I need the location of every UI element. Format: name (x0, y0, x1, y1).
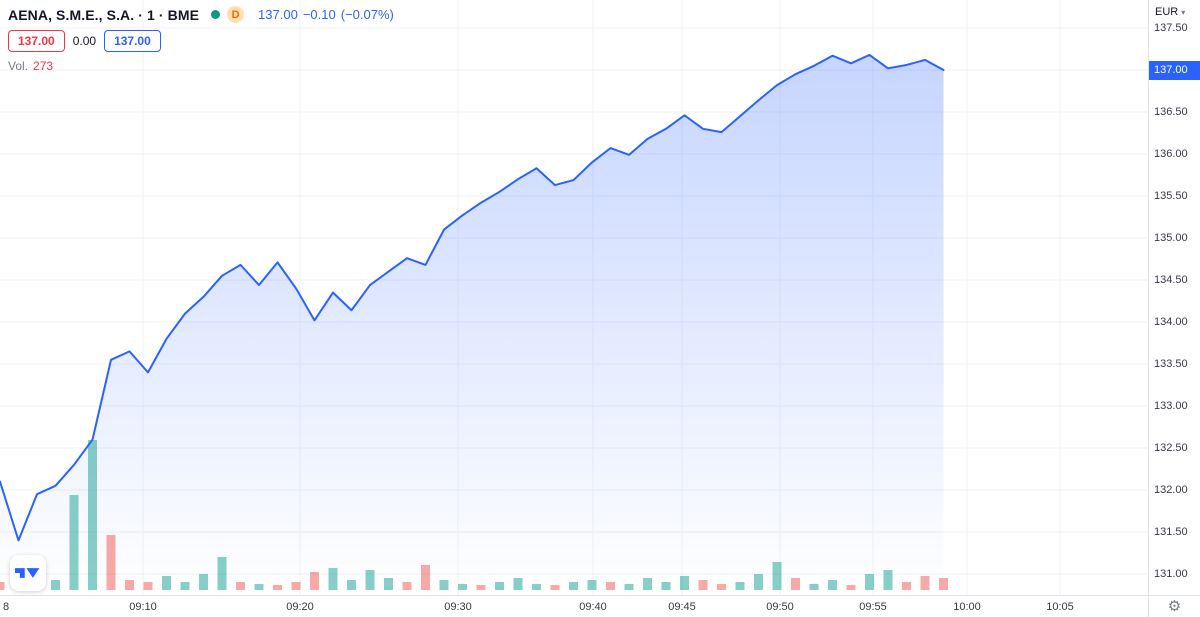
price-axis-label: 136.50 (1154, 106, 1188, 118)
price-axis-label: 131.00 (1154, 568, 1188, 580)
time-axis-label: 09:10 (129, 601, 157, 613)
current-price-badge: 137.00 (1149, 60, 1200, 80)
volume-label: Vol. (8, 59, 29, 73)
currency-label: EUR (1155, 6, 1179, 18)
settings-gear-icon[interactable]: ⚙ (1167, 598, 1182, 615)
price-change-percent: (−0.07%) (340, 7, 394, 22)
time-axis-label: 10:05 (1046, 601, 1074, 613)
buy-sell-row: 137.00 0.00 137.00 (8, 30, 394, 52)
price-axis-label: 135.00 (1154, 232, 1188, 244)
price-axis-label: 132.00 (1154, 484, 1188, 496)
sell-button[interactable]: 137.00 (8, 30, 65, 52)
price-axis-label: 132.50 (1154, 442, 1188, 454)
currency-selector-button[interactable]: EUR ▾ (1155, 6, 1185, 18)
time-axis-label: 09:20 (286, 601, 314, 613)
volume-value: 273 (33, 59, 54, 73)
price-chart[interactable] (0, 0, 1148, 595)
time-axis-label: 09:45 (668, 601, 696, 613)
axis-corner: ⚙ (1148, 595, 1200, 617)
time-axis-label: 09:40 (579, 601, 607, 613)
price-axis-label: 133.00 (1154, 400, 1188, 412)
time-axis-label: 09:50 (766, 601, 794, 613)
time-axis-label: 8 (2, 601, 10, 613)
price-axis[interactable]: EUR ▾ 137.50 137.00 136.50 136.00 135.50 135.… (1148, 0, 1200, 595)
time-axis-label: 09:55 (859, 601, 887, 613)
price-axis-label: 137.50 (1154, 22, 1188, 34)
spread-value: 0.00 (72, 34, 97, 48)
price-axis-label: 136.00 (1154, 148, 1188, 160)
time-axis[interactable]: 8 09:10 09:20 09:30 09:40 09:45 09:50 09:55 10:0… (0, 595, 1148, 617)
volume-row: Vol. 273 (8, 59, 394, 73)
price-axis-label: 131.50 (1154, 526, 1188, 538)
time-axis-label: 09:30 (444, 601, 472, 613)
last-price-value: 137.00 (258, 7, 298, 22)
price-axis-label: 134.00 (1154, 316, 1188, 328)
legend-symbol-row: AENA, S.M.E., S.A. · 1 · BME D 137.00 −0… (8, 6, 394, 23)
price-axis-label: 133.50 (1154, 358, 1188, 370)
price-change-readout: 137.00 −0.10 (−0.07%) (258, 7, 394, 22)
chevron-down-icon: ▾ (1181, 7, 1186, 17)
price-change-value: −0.10 (302, 7, 336, 22)
market-open-status-icon (211, 10, 221, 19)
chart-plot-area[interactable]: AENA, S.M.E., S.A. · 1 · BME D 137.00 −0… (0, 0, 1148, 595)
price-axis-label: 135.50 (1154, 190, 1188, 202)
tradingview-logo-icon (15, 568, 40, 578)
symbol-title[interactable]: AENA, S.M.E., S.A. · 1 · BME (8, 6, 200, 23)
tradingview-logo[interactable] (10, 555, 46, 591)
price-axis-label: 134.50 (1154, 274, 1188, 286)
buy-button[interactable]: 137.00 (104, 30, 161, 52)
delayed-data-badge[interactable]: D (227, 6, 245, 23)
chart-legend: AENA, S.M.E., S.A. · 1 · BME D 137.00 −0… (8, 6, 394, 73)
time-axis-label: 10:00 (953, 601, 981, 613)
